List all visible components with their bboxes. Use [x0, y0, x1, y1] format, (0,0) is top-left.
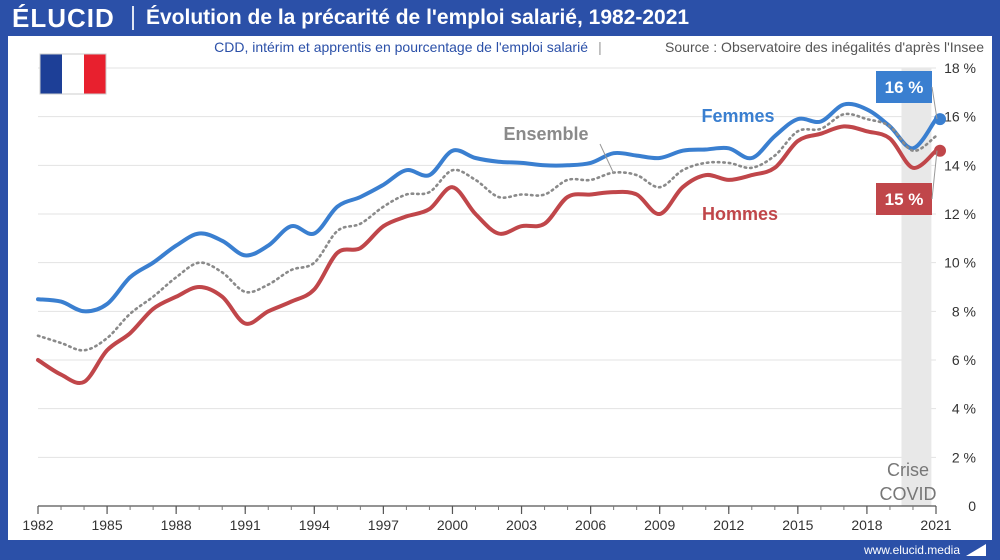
series-label-ensemble: Ensemble	[503, 124, 588, 144]
x-tick-label-1991: 1991	[230, 517, 261, 533]
x-tick-label-1994: 1994	[299, 517, 330, 533]
flag-border	[39, 53, 107, 95]
end-marker-femmes	[934, 113, 946, 126]
y-tick-label-16: 16 %	[944, 109, 976, 125]
header-separator	[132, 6, 134, 30]
end-badge-leader-femmes	[931, 86, 938, 120]
axes: 0 2 % 4 % 6 % 8 % 10 % 12 % 14 % 16 % 18 % 1982 198…	[22, 60, 976, 533]
series-label-hommes: Hommes	[702, 204, 778, 224]
france-flag	[39, 53, 107, 95]
series-line-ensemble	[36, 112, 938, 352]
end-badge-hommes	[876, 183, 932, 215]
end-value-label-femmes: 16 %	[885, 78, 924, 97]
x-tick-label-2012: 2012	[713, 517, 744, 533]
covid-band	[901, 68, 932, 506]
x-tick-label-1985: 1985	[91, 517, 122, 533]
x-tick-label-1988: 1988	[161, 517, 192, 533]
y-tick-label-0: 0	[968, 498, 976, 514]
x-tick-label-2000: 2000	[437, 517, 468, 533]
y-tick-label-2: 2 %	[952, 449, 976, 465]
subtitle-description: CDD, intérim et apprentis en pourcentage…	[214, 39, 588, 55]
y-tick-label-18: 18 %	[944, 60, 976, 76]
x-tick-label-2015: 2015	[782, 517, 813, 533]
chart-panel: 0 2 % 4 % 6 % 8 % 10 % 12 % 14 % 16 % 18 % 1982 198…	[8, 36, 992, 540]
x-tick-label-2018: 2018	[851, 517, 882, 533]
x-tick-label-2003: 2003	[506, 517, 537, 533]
grid-lines	[38, 67, 936, 458]
flag-stripe-blue	[40, 54, 62, 94]
end-value-label-hommes: 15 %	[885, 190, 924, 209]
y-tick-label-4: 4 %	[952, 401, 976, 417]
series-lines	[36, 101, 938, 386]
line-chart: 0 2 % 4 % 6 % 8 % 10 % 12 % 14 % 16 % 18 % 1982 198…	[22, 39, 984, 533]
subtitle-source: Source : Observatoire des inégalités d'a…	[665, 39, 984, 55]
x-tick-label-2006: 2006	[575, 517, 606, 533]
covid-label-line-2: COVID	[879, 484, 936, 504]
chart-title: Évolution de la précarité de l'emploi sa…	[146, 6, 690, 29]
brand-logo: ÉLUCID	[12, 3, 115, 33]
y-tick-label-8: 8 %	[952, 303, 976, 319]
series-label-femmes: Femmes	[701, 106, 774, 126]
y-tick-label-14: 14 %	[944, 157, 976, 173]
series-line-femmes	[36, 101, 938, 314]
chart-labels: 16 % 15 % Femmes Ensemble Hommes Crise COVID	[503, 71, 946, 504]
flag-stripe-red	[84, 54, 106, 94]
x-tick-label-1997: 1997	[368, 517, 399, 533]
y-tick-label-12: 12 %	[944, 206, 976, 222]
end-badge-femmes	[876, 71, 932, 103]
x-tick-label-2009: 2009	[644, 517, 675, 533]
series-label-leader-ensemble	[599, 143, 615, 175]
flag-stripe-white	[62, 54, 84, 94]
header-bar: ÉLUCID Évolution de la précarité de l'em…	[0, 0, 1000, 36]
end-badge-leader-hommes	[931, 150, 938, 200]
covid-label-line-1: Crise	[887, 460, 929, 480]
x-tick-label-1982: 1982	[22, 517, 53, 533]
series-line-hommes	[36, 124, 938, 386]
y-tick-label-10: 10 %	[944, 255, 976, 271]
subtitle-separator: |	[598, 39, 602, 55]
footer-url: www.elucid.media	[863, 543, 960, 557]
elucid-mark-icon	[966, 544, 986, 556]
end-marker-hommes	[934, 144, 946, 157]
x-tick-label-2021: 2021	[920, 517, 951, 533]
footer: www.elucid.media	[0, 540, 1000, 560]
y-tick-label-6: 6 %	[952, 352, 976, 368]
